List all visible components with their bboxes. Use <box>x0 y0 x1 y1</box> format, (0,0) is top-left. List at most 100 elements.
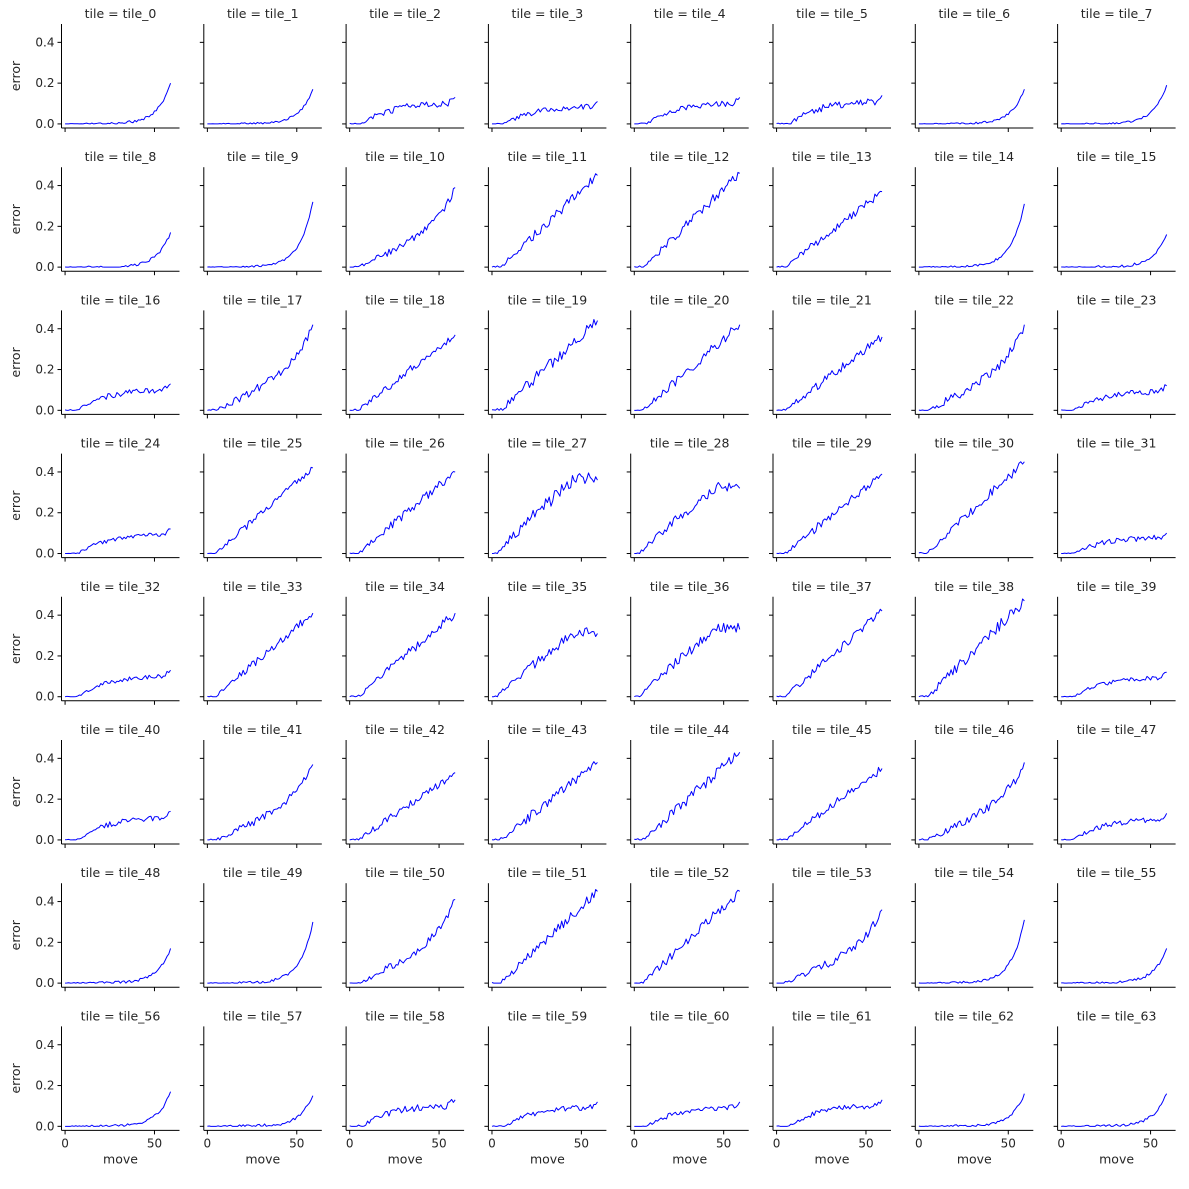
series-line <box>634 889 741 984</box>
facet-panel: tile = tile_53 <box>769 865 891 992</box>
facet-panel: tile = tile_35 <box>484 579 607 705</box>
facet-title: tile = tile_25 <box>223 436 303 451</box>
facet-panel: tile = tile_12 <box>626 149 749 276</box>
facet-panel: tile = tile_8 0.0 0.2 0.4 error <box>8 149 180 276</box>
facet-title: tile = tile_57 <box>223 1008 303 1023</box>
series-line <box>65 810 171 841</box>
facet-title: tile = tile_0 <box>85 6 157 21</box>
y-tick-label: 0.4 <box>35 179 54 193</box>
series-line <box>64 383 171 411</box>
series-line <box>349 899 456 984</box>
series-line <box>776 909 883 984</box>
series-line <box>634 324 741 411</box>
x-tick-label: 0 <box>204 1136 212 1150</box>
y-axis-label: error <box>8 633 23 664</box>
facet-panel: tile = tile_41 <box>199 722 322 848</box>
y-axis-label: error <box>8 490 23 521</box>
facet-panel: tile = tile_36 <box>626 579 749 705</box>
facet-panel: tile = tile_25 <box>199 436 322 562</box>
series-line <box>207 764 314 841</box>
facet-title: tile = tile_1 <box>227 6 299 21</box>
series-line <box>1061 1093 1168 1127</box>
facet-panel: tile = tile_31 <box>1053 436 1176 562</box>
facet-title: tile = tile_7 <box>1081 6 1153 21</box>
facet-title: tile = tile_27 <box>508 436 588 451</box>
facet-panel: tile = tile_47 <box>1053 722 1176 848</box>
facet-panel: tile = tile_20 <box>626 292 749 419</box>
facet-panel: tile = tile_61 0 50 move <box>769 1008 891 1166</box>
facet-panel: tile = tile_52 <box>626 865 749 992</box>
facet-title: tile = tile_53 <box>792 865 872 880</box>
y-tick-label: 0.0 <box>35 690 54 704</box>
series-line <box>349 612 456 698</box>
facet-title: tile = tile_16 <box>81 292 161 307</box>
facet-panel: tile = tile_27 <box>484 436 607 562</box>
x-tick-label: 50 <box>431 1136 446 1150</box>
facet-title: tile = tile_56 <box>81 1008 161 1023</box>
series-line <box>65 1091 172 1127</box>
facet-panel: tile = tile_16 0.0 0.2 0.4 error <box>8 292 180 419</box>
x-axis-label: move <box>388 1151 423 1166</box>
series-line <box>349 1098 456 1127</box>
x-tick-label: 0 <box>630 1136 638 1150</box>
series-line <box>491 889 598 984</box>
series-line <box>1061 532 1168 555</box>
facet-title: tile = tile_29 <box>792 436 872 451</box>
facet-title: tile = tile_10 <box>365 149 445 164</box>
facet-title: tile = tile_61 <box>792 1008 872 1023</box>
y-axis-label: error <box>8 919 23 950</box>
facet-panel: tile = tile_0 0.0 0.2 0.4 error <box>8 6 180 132</box>
facet-title: tile = tile_47 <box>1077 722 1157 737</box>
facet-title: tile = tile_63 <box>1077 1008 1157 1023</box>
y-tick-label: 0.2 <box>35 363 54 377</box>
x-tick-label: 50 <box>858 1136 873 1150</box>
series-line <box>349 97 456 125</box>
facet-panel: tile = tile_55 <box>1053 865 1176 992</box>
series-line <box>776 190 883 268</box>
x-tick-label: 0 <box>1057 1136 1065 1150</box>
series-line <box>491 1101 598 1127</box>
facet-panel: tile = tile_13 <box>769 149 891 276</box>
y-tick-label: 0.2 <box>35 76 54 90</box>
facet-panel: tile = tile_23 <box>1053 292 1176 419</box>
y-tick-label: 0.2 <box>35 792 54 806</box>
y-tick-label: 0.0 <box>35 833 54 847</box>
y-axis-label: error <box>8 60 23 91</box>
facet-panel: tile = tile_58 0 50 move <box>342 1008 465 1166</box>
series-line <box>349 334 456 411</box>
facet-panel: tile = tile_19 <box>484 292 607 419</box>
series-line <box>918 203 1025 268</box>
x-axis-label: move <box>957 1151 992 1166</box>
x-axis-label: move <box>103 1151 138 1166</box>
series-line <box>64 669 171 698</box>
facet-title: tile = tile_26 <box>365 436 445 451</box>
facet-title: tile = tile_48 <box>81 865 161 880</box>
facet-title: tile = tile_30 <box>934 436 1014 451</box>
facet-title: tile = tile_15 <box>1077 149 1157 164</box>
facet-panel: tile = tile_37 <box>769 579 891 705</box>
x-tick-label: 0 <box>773 1136 781 1150</box>
facet-panel: tile = tile_45 <box>769 722 891 848</box>
y-tick-label: 0.2 <box>35 219 54 233</box>
series-line <box>1061 813 1168 841</box>
facet-title: tile = tile_4 <box>654 6 726 21</box>
facet-title: tile = tile_44 <box>650 722 730 737</box>
series-line <box>918 762 1025 841</box>
x-tick-label: 50 <box>147 1136 162 1150</box>
facet-panel: tile = tile_17 <box>199 292 322 419</box>
series-line <box>491 627 598 698</box>
series-line <box>776 766 883 841</box>
series-line <box>776 1099 883 1127</box>
facet-title: tile = tile_35 <box>508 579 588 594</box>
facet-title: tile = tile_13 <box>792 149 872 164</box>
facet-title: tile = tile_51 <box>508 865 588 880</box>
facet-title: tile = tile_59 <box>508 1008 588 1023</box>
series-line <box>65 232 172 268</box>
facet-title: tile = tile_23 <box>1077 292 1157 307</box>
y-tick-label: 0.0 <box>35 547 54 561</box>
y-tick-label: 0.0 <box>35 117 54 131</box>
facet-title: tile = tile_19 <box>508 292 588 307</box>
facet-panel: tile = tile_49 <box>199 865 322 992</box>
series-line <box>776 335 883 411</box>
series-line <box>776 473 883 555</box>
